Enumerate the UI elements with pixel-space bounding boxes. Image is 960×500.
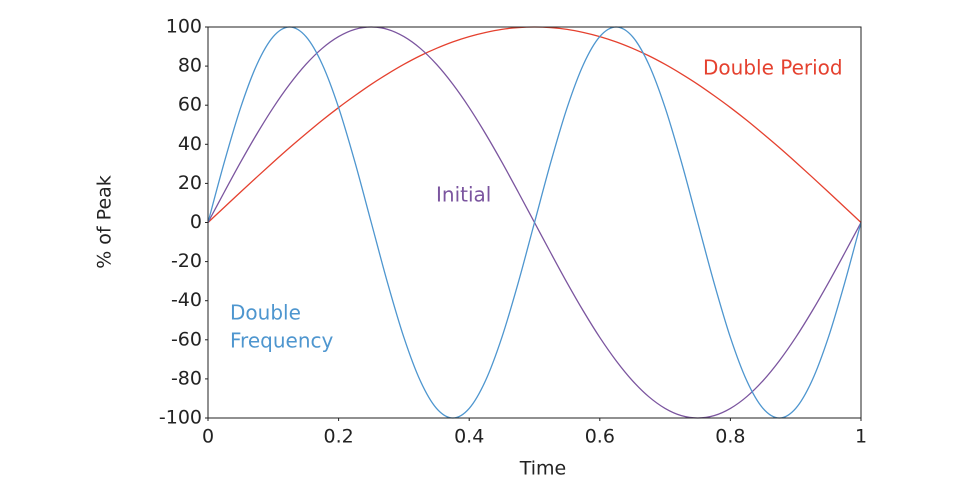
x-tick-label: 0.6: [585, 426, 615, 448]
y-tick-label: 40: [178, 133, 202, 155]
x-tick-label: 0.4: [454, 426, 484, 448]
y-tick-label: 80: [178, 55, 202, 77]
y-tick-label: 100: [166, 16, 202, 38]
y-tick-label: -40: [171, 289, 202, 311]
x-tick-label: 0.8: [715, 426, 745, 448]
annotation: Double Period: [703, 56, 843, 80]
y-axis-label: % of Peak: [94, 175, 116, 269]
annotation: Initial: [436, 183, 491, 207]
x-axis-label: Time: [519, 458, 567, 480]
y-tick-label: 20: [178, 172, 202, 194]
x-tick-label: 1: [855, 426, 867, 448]
x-tick-label: 0.2: [323, 426, 353, 448]
y-tick-label: -60: [171, 328, 202, 350]
y-tick-label: -20: [171, 250, 202, 272]
series-line: [207, 26, 862, 419]
x-tick-label: 0: [202, 426, 214, 448]
y-tick-label: -100: [159, 407, 202, 429]
annotation: Double: [230, 301, 301, 325]
y-tick-label: 60: [178, 94, 202, 116]
plot-frame: [207, 26, 862, 419]
y-tick-label: -80: [171, 367, 202, 389]
y-tick-label: 0: [190, 211, 202, 233]
annotation: Frequency: [230, 329, 333, 353]
